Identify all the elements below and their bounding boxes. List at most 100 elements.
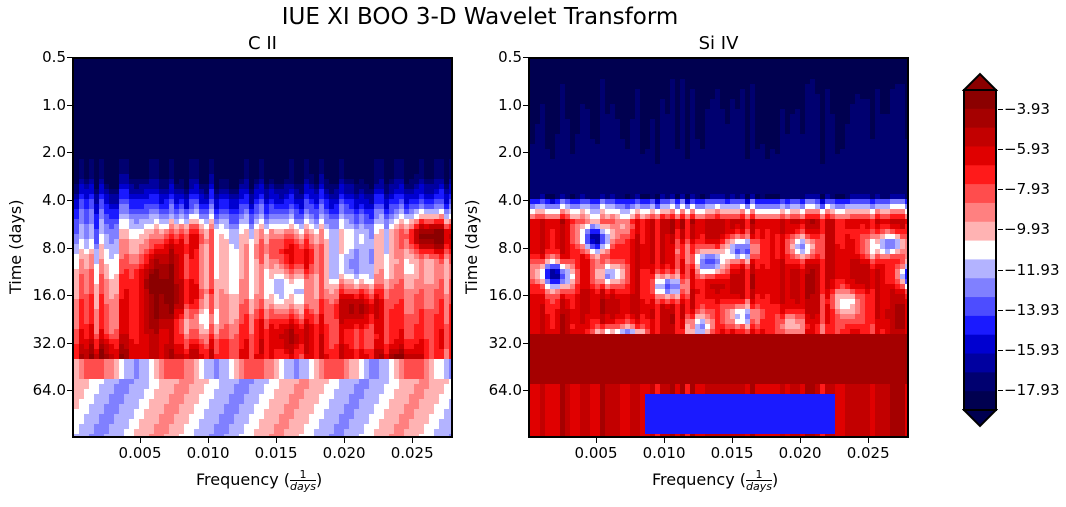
heatmap-cell	[179, 204, 185, 210]
heatmap-cell	[294, 124, 300, 130]
heatmap-cell	[169, 339, 175, 345]
heatmap-cell	[354, 169, 360, 175]
heatmap-cell	[359, 309, 365, 315]
heatmap-cell	[364, 374, 370, 380]
heatmap-cell	[439, 179, 445, 185]
heatmap-cell	[264, 139, 270, 145]
heatmap-cell	[449, 224, 451, 230]
heatmap-cell	[164, 274, 170, 280]
heatmap-cell	[314, 209, 320, 215]
heatmap-cell	[159, 329, 165, 335]
heatmap-cell	[429, 59, 435, 65]
heatmap-cell	[309, 149, 315, 155]
heatmap-cell	[369, 239, 375, 245]
heatmap-cell	[364, 104, 370, 110]
heatmap-cell	[444, 344, 450, 350]
heatmap-cell	[369, 184, 375, 190]
heatmap-cell	[369, 219, 375, 225]
heatmap-cell	[279, 74, 285, 80]
heatmap-cell	[364, 319, 370, 325]
heatmap-cell	[319, 134, 325, 140]
heatmap-cell	[424, 144, 430, 150]
heatmap-cell	[139, 114, 145, 120]
heatmap-cell	[334, 289, 340, 295]
heatmap-cell	[139, 344, 145, 350]
heatmap-cell	[114, 59, 120, 65]
heatmap-cell	[119, 214, 125, 220]
heatmap-cell	[139, 369, 145, 375]
heatmap-cell	[359, 184, 365, 190]
heatmap-cell	[234, 274, 240, 280]
heatmap-cell	[374, 74, 380, 80]
heatmap-cell	[309, 79, 315, 85]
heatmap-cell	[209, 164, 215, 170]
heatmap-cell	[104, 124, 110, 130]
heatmap-cell	[224, 349, 230, 355]
heatmap-cell	[184, 359, 190, 365]
heatmap-cell	[394, 159, 400, 165]
heatmap-cell	[174, 299, 180, 305]
heatmap-cell	[334, 304, 340, 310]
heatmap-cell	[264, 304, 270, 310]
heatmap-cell	[299, 194, 305, 200]
heatmap-cell	[144, 354, 150, 360]
heatmap-cell	[394, 374, 400, 380]
heatmap-cell	[154, 379, 160, 385]
heatmap-cell	[234, 374, 240, 380]
heatmap-cell	[239, 289, 245, 295]
heatmap-cell	[164, 289, 170, 295]
heatmap-cell	[134, 304, 140, 310]
heatmap-cell	[374, 309, 380, 315]
heatmap-cell	[184, 84, 190, 90]
heatmap-cell	[194, 274, 200, 280]
heatmap-cell	[194, 334, 200, 340]
heatmap-cell	[154, 154, 160, 160]
heatmap-cell	[284, 259, 290, 265]
heatmap-cell	[434, 374, 440, 380]
heatmap-cell	[249, 279, 255, 285]
heatmap-cell	[339, 349, 345, 355]
heatmap-cell	[374, 379, 380, 385]
heatmap-cell	[324, 304, 330, 310]
heatmap-cell	[349, 104, 355, 110]
heatmap-cell	[224, 294, 230, 300]
heatmap-cell	[439, 159, 445, 165]
heatmap-cell	[434, 264, 440, 270]
heatmap-cell	[419, 154, 425, 160]
heatmap-cell	[199, 179, 205, 185]
heatmap-cell	[269, 349, 275, 355]
heatmap-cell	[194, 294, 200, 300]
heatmap-cell	[409, 319, 415, 325]
heatmap-cell	[114, 214, 120, 220]
heatmap-cell	[99, 289, 105, 295]
heatmap-cell	[154, 289, 160, 295]
heatmap-cell	[209, 214, 215, 220]
heatmap-cell	[124, 64, 130, 70]
heatmap-cell	[139, 314, 145, 320]
heatmap-cell	[299, 94, 305, 100]
heatmap-cell	[169, 249, 175, 255]
heatmap-cell	[244, 374, 250, 380]
heatmap-cell	[179, 79, 185, 85]
heatmap-cell	[234, 254, 240, 260]
heatmap-cell	[129, 69, 135, 75]
heatmap-cell	[149, 269, 155, 275]
heatmap-cell	[184, 174, 190, 180]
heatmap-cell	[349, 179, 355, 185]
heatmap-cell	[79, 269, 85, 275]
heatmap-cell	[209, 219, 215, 225]
heatmap-cell	[214, 299, 220, 305]
heatmap-cell	[124, 219, 130, 225]
heatmap-cell	[194, 304, 200, 310]
heatmap-cell	[349, 84, 355, 90]
heatmap-cell	[439, 149, 445, 155]
heatmap-cell	[94, 104, 100, 110]
heatmap-cell	[384, 309, 390, 315]
heatmap-cell	[284, 314, 290, 320]
heatmap-cell	[304, 64, 310, 70]
heatmap-cell	[249, 59, 255, 65]
heatmap-cell	[209, 279, 215, 285]
heatmap-cell	[369, 109, 375, 115]
heatmap-cell	[199, 234, 205, 240]
heatmap-cell	[294, 339, 300, 345]
